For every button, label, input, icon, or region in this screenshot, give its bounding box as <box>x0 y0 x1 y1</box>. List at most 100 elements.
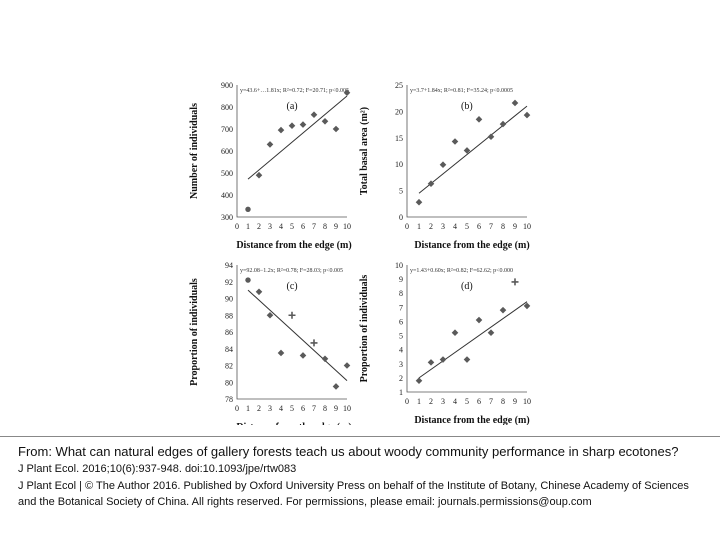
x-tick-label: 10 <box>523 397 531 406</box>
x-axis-label: Distance from the edge (m) <box>236 422 351 425</box>
caption-source-title: From: What can natural edges of gallery … <box>18 444 679 459</box>
x-tick-label: 1 <box>246 404 250 413</box>
x-tick-label: 6 <box>477 397 481 406</box>
x-tick-label: 9 <box>334 222 338 231</box>
y-tick-label: 10 <box>395 261 403 270</box>
y-tick-label: 700 <box>221 125 233 134</box>
x-tick-label: 6 <box>301 222 305 231</box>
y-tick-label: 86 <box>225 328 233 337</box>
y-tick-label: 5 <box>399 187 403 196</box>
data-point <box>332 125 340 133</box>
regression-annotation: y=1.43+0.60x; R²=0.82; F=62.62; p<0.000 <box>410 268 513 274</box>
panel-label: (a) <box>287 101 298 112</box>
x-tick-label: 2 <box>429 222 433 231</box>
y-tick-label: 92 <box>225 278 233 287</box>
scatter-panel-a: 0 1 2 3 4 5 6 7 8 9 10 300 400 500 600 700 800 900 Distanc… <box>189 81 352 251</box>
y-axis-label: Number of individuals <box>189 103 200 199</box>
data-point <box>321 355 329 363</box>
y-tick-label: 10 <box>395 160 403 169</box>
x-tick-label: 1 <box>417 397 421 406</box>
panel-label: (c) <box>287 281 298 292</box>
figure-caption: From: What can natural edges of gallery … <box>0 436 720 510</box>
x-tick-label: 3 <box>441 222 445 231</box>
x-tick-label: 2 <box>257 222 261 231</box>
y-tick-label: 4 <box>399 346 403 355</box>
x-tick-label: 2 <box>429 397 433 406</box>
data-point <box>299 352 307 359</box>
trend-line <box>247 289 348 381</box>
x-tick-label: 7 <box>489 397 493 406</box>
data-point <box>277 126 285 134</box>
y-tick-label: 2 <box>399 374 403 383</box>
x-tick-label: 0 <box>235 222 239 231</box>
data-point <box>310 111 318 118</box>
caption-citation: J Plant Ecol. 2016;10(6):937-948. doi:10… <box>18 463 297 475</box>
y-tick-label: 800 <box>221 103 233 112</box>
data-point <box>427 359 435 366</box>
y-tick-label: 0 <box>399 213 403 222</box>
data-point <box>415 377 423 385</box>
data-point <box>427 180 435 188</box>
regression-annotation: y=92.08−1.2x; R²=0.78; F=28.03; p<0.005 <box>240 268 343 274</box>
y-axis-label: Proportion of individuals <box>189 278 200 386</box>
data-point <box>266 141 274 148</box>
data-point <box>255 288 263 296</box>
x-tick-label: 4 <box>279 404 283 413</box>
x-axis-label: Distance from the edge (m) <box>414 240 529 251</box>
y-tick-label: 82 <box>225 362 233 371</box>
data-point <box>310 339 318 347</box>
y-tick-label: 7 <box>399 303 403 312</box>
x-tick-label: 9 <box>513 222 517 231</box>
y-tick-label: 6 <box>399 317 403 326</box>
y-tick-label: 500 <box>221 169 233 178</box>
x-tick-label: 5 <box>465 222 469 231</box>
data-point <box>475 116 483 123</box>
caption-copyright: J Plant Ecol | © The Author 2016. Publis… <box>18 480 689 508</box>
y-tick-label: 20 <box>395 107 403 116</box>
x-axis-label: Distance from the edge (m) <box>236 240 351 251</box>
x-tick-label: 1 <box>246 222 250 231</box>
x-tick-label: 8 <box>501 222 505 231</box>
panel-label: (b) <box>461 101 473 112</box>
y-tick-label: 94 <box>225 261 233 270</box>
data-point <box>523 111 531 119</box>
x-tick-label: 1 <box>417 222 421 231</box>
data-point <box>487 329 495 337</box>
x-tick-label: 9 <box>513 397 517 406</box>
data-point <box>245 277 251 283</box>
y-tick-label: 300 <box>221 213 233 222</box>
data-point <box>523 302 531 310</box>
x-tick-label: 4 <box>453 397 457 406</box>
y-tick-label: 9 <box>399 275 403 284</box>
y-tick-label: 84 <box>225 345 233 354</box>
data-point <box>343 89 351 96</box>
data-point <box>451 329 459 337</box>
data-point <box>277 349 285 357</box>
data-point <box>451 138 459 145</box>
x-tick-label: 4 <box>453 222 457 231</box>
scatter-panel-c: 012345678910788082848688909294Distance f… <box>189 261 352 425</box>
y-tick-label: 900 <box>221 81 233 90</box>
x-tick-label: 4 <box>279 222 283 231</box>
data-point <box>463 147 471 154</box>
x-tick-label: 0 <box>405 397 409 406</box>
y-tick-label: 78 <box>225 395 233 404</box>
x-tick-label: 3 <box>268 222 272 231</box>
trend-line <box>247 95 348 180</box>
x-tick-label: 5 <box>290 222 294 231</box>
data-point <box>288 311 296 319</box>
regression-annotation: y=3.7+1.84x; R²=0.81; F=35.24; p<0.0005 <box>410 88 513 94</box>
x-tick-label: 10 <box>523 222 531 231</box>
x-tick-label: 5 <box>465 397 469 406</box>
x-tick-label: 7 <box>312 222 316 231</box>
y-tick-label: 400 <box>221 191 233 200</box>
x-tick-label: 9 <box>334 404 338 413</box>
data-point <box>511 99 519 107</box>
x-tick-label: 2 <box>257 404 261 413</box>
y-tick-label: 8 <box>399 289 403 298</box>
y-tick-label: 3 <box>399 360 403 369</box>
axis-lines <box>406 265 527 393</box>
data-point <box>415 198 423 206</box>
x-tick-label: 10 <box>343 222 351 231</box>
y-axis-label: Total basal area (m²) <box>359 107 370 195</box>
